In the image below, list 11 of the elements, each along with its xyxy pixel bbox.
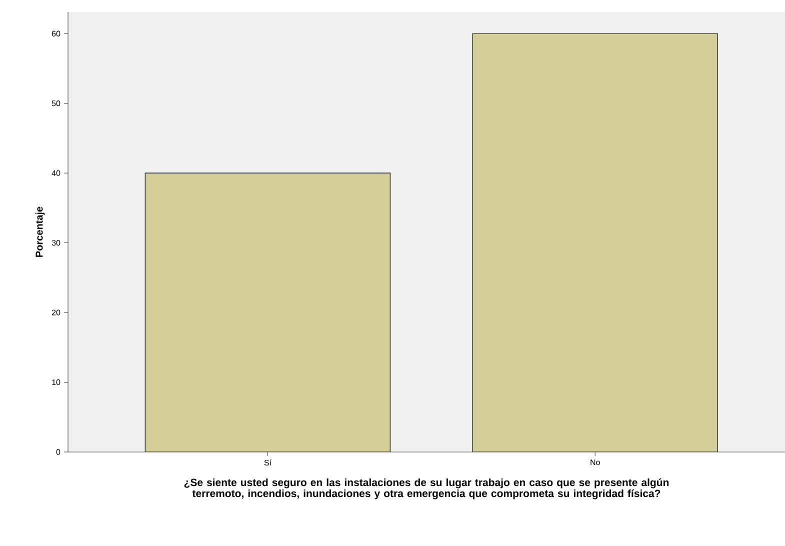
y-axis-title: Porcentaje bbox=[35, 206, 45, 257]
x-axis-title: ¿Se siente usted seguro en las instalaciones de su lugar trabajo en caso que se presente algún terremoto, incendios, inundaciones y otra emergencia que comprometa su integridad física? bbox=[184, 478, 669, 500]
y-tick-label: 30 bbox=[52, 240, 60, 246]
y-tick-label: 50 bbox=[52, 100, 60, 106]
y-tick-label: 0 bbox=[56, 449, 60, 455]
y-tick-label: 20 bbox=[52, 310, 60, 316]
y-tick-label: 40 bbox=[52, 170, 60, 176]
x-tick-label: No bbox=[590, 460, 600, 466]
y-tick-label: 60 bbox=[52, 30, 60, 36]
y-tick-label: 10 bbox=[52, 379, 60, 386]
x-tick-label: Sí bbox=[264, 460, 272, 466]
